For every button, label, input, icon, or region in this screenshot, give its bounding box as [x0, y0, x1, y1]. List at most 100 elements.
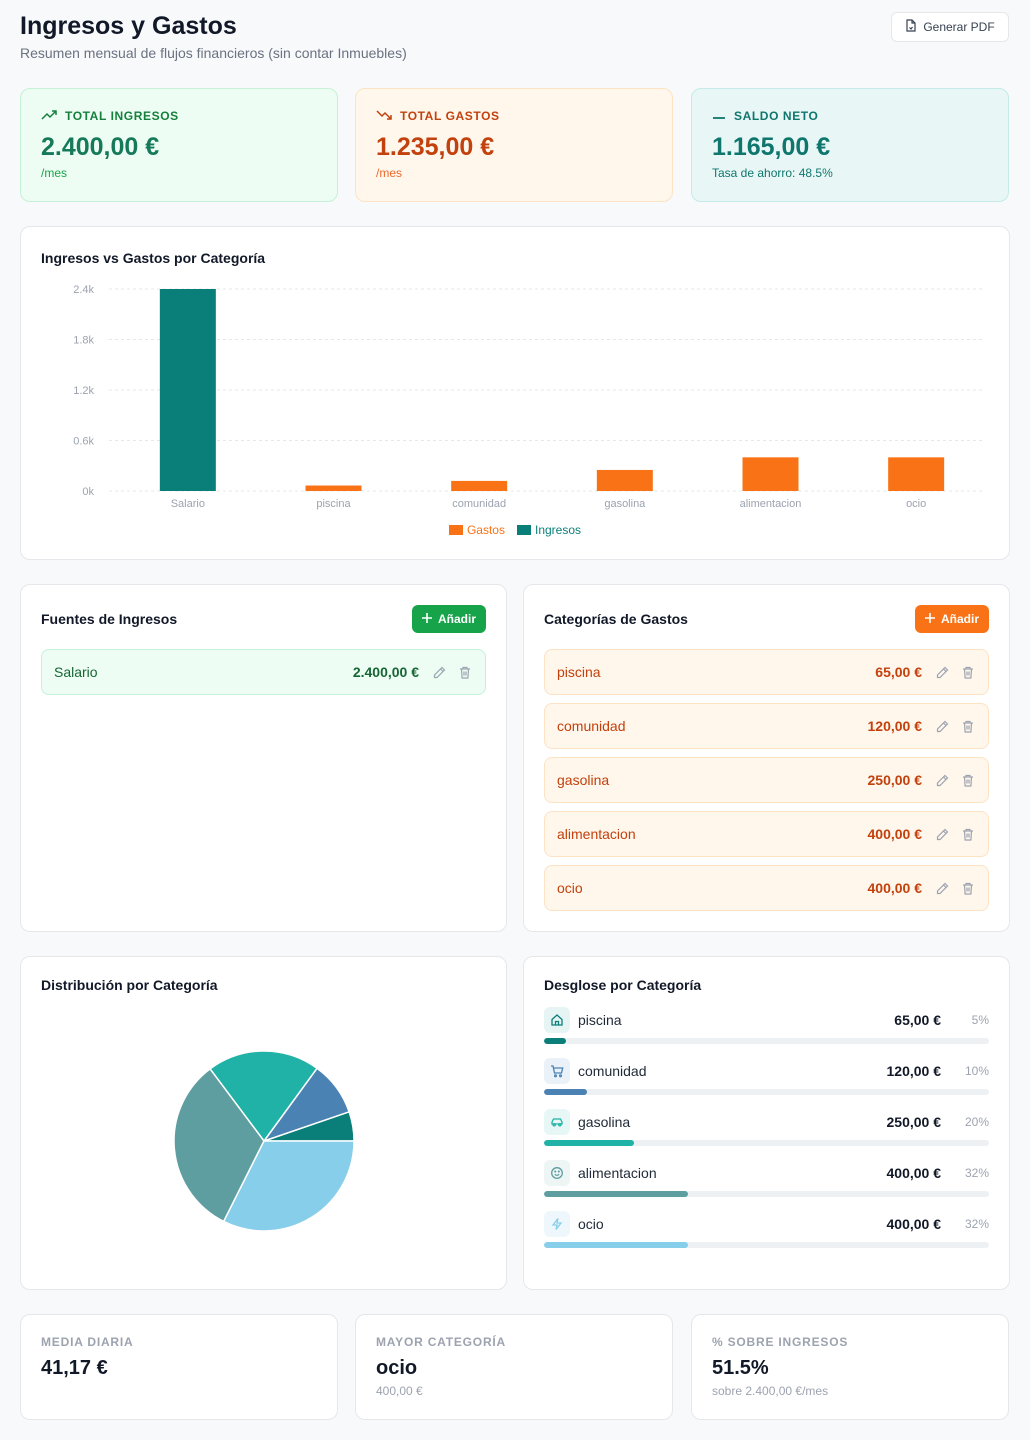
expense-list: piscina 65,00 € comunidad 120,00 € gasolina 2…: [544, 649, 989, 911]
breakdown-pct: 32%: [964, 1217, 989, 1231]
expense-amount: 65,00 €: [875, 664, 922, 680]
x-tick-label: ocio: [906, 498, 926, 510]
expense-amount: 400,00 €: [867, 880, 923, 896]
distribution-panel: Distribución por Categoría: [20, 956, 507, 1290]
breakdown-pct: 10%: [964, 1064, 989, 1078]
top-category-label: MAYOR CATEGORÍA: [376, 1335, 507, 1349]
file-pdf-icon: [905, 19, 917, 35]
total-income-sub: /mes: [41, 166, 68, 180]
smile-icon: [544, 1160, 570, 1186]
page-title: Ingresos y Gastos: [20, 12, 237, 40]
breakdown-progress-fill: [544, 1089, 588, 1095]
plus-icon: [924, 612, 935, 626]
top-category-card: MAYOR CATEGORÍA ocio 400,00 €: [355, 1314, 673, 1420]
pie-slice-ocio[interactable]: [222, 1140, 355, 1232]
trash-icon[interactable]: [960, 772, 976, 788]
chart-title: Ingresos vs Gastos por Categoría: [41, 250, 266, 266]
x-tick-label: alimentacion: [740, 498, 802, 510]
chart-legend: Gastos Ingresos: [21, 523, 1009, 537]
trash-icon[interactable]: [960, 880, 976, 896]
expense-amount: 250,00 €: [867, 772, 923, 788]
breakdown-progress-fill: [544, 1140, 634, 1146]
pct-income-value: 51.5%: [712, 1357, 769, 1379]
bar-gastos-comunidad: [451, 480, 508, 491]
breakdown-row: ocio 400,00 € 32%: [544, 1211, 989, 1248]
breakdown-amount: 250,00 €: [886, 1114, 942, 1130]
legend-item-ingresos[interactable]: Ingresos: [516, 523, 582, 537]
expense-name: alimentacion: [557, 826, 636, 842]
y-tick-label: 1.8k: [73, 335, 94, 347]
expense-row: ocio 400,00 €: [544, 865, 989, 911]
home-icon: [544, 1007, 570, 1033]
trash-icon[interactable]: [960, 718, 976, 734]
trash-icon[interactable]: [960, 664, 976, 680]
breakdown-progress-track: [544, 1140, 989, 1146]
edit-icon[interactable]: [934, 718, 950, 734]
top-category-sub: 400,00 €: [376, 1384, 423, 1398]
expense-row: piscina 65,00 €: [544, 649, 989, 695]
breakdown-title: Desglose por Categoría: [544, 977, 702, 993]
cart-icon: [544, 1058, 570, 1084]
bar-ingresos-Salario: [159, 289, 216, 491]
trash-icon[interactable]: [960, 826, 976, 842]
breakdown-pct: 32%: [964, 1166, 989, 1180]
edit-icon[interactable]: [934, 772, 950, 788]
breakdown-amount: 400,00 €: [886, 1165, 942, 1181]
expense-row: gasolina 250,00 €: [544, 757, 989, 803]
breakdown-amount: 65,00 €: [894, 1012, 941, 1028]
legend-label-ingresos: Ingresos: [534, 523, 582, 537]
daily-average-value: 41,17 €: [41, 1357, 108, 1379]
bar-gastos-gasolina: [596, 469, 653, 491]
expense-name: gasolina: [557, 772, 610, 788]
pct-income-sub: sobre 2.400,00 €/mes: [712, 1384, 829, 1398]
expense-amount: 120,00 €: [867, 718, 923, 734]
expense-amount: 400,00 €: [867, 826, 923, 842]
edit-icon[interactable]: [431, 664, 447, 680]
x-tick-label: comunidad: [452, 498, 506, 510]
y-tick-label: 2.4k: [73, 284, 94, 296]
breakdown-row: comunidad 120,00 € 10%: [544, 1058, 989, 1095]
edit-icon[interactable]: [934, 664, 950, 680]
add-income-button[interactable]: Añadir: [411, 605, 486, 633]
pie-slice-gasolina[interactable]: [209, 1050, 319, 1143]
breakdown-list: piscina 65,00 € 5% comunidad 120,00 € 10% gaso…: [544, 1007, 989, 1248]
add-expense-button[interactable]: Añadir: [914, 605, 989, 633]
expense-categories-panel: Categorías de Gastos Añadir piscina 65,00…: [523, 584, 1010, 932]
edit-icon[interactable]: [934, 880, 950, 896]
trash-icon[interactable]: [457, 664, 473, 680]
breakdown-pct: 20%: [964, 1115, 989, 1129]
trending-up-icon: [41, 109, 57, 123]
car-icon: [544, 1109, 570, 1135]
breakdown-row: piscina 65,00 € 5%: [544, 1007, 989, 1044]
x-tick-label: Salario: [171, 498, 205, 510]
breakdown-amount: 120,00 €: [886, 1063, 942, 1079]
bar-gastos-ocio: [888, 457, 945, 491]
plus-icon: [421, 612, 432, 626]
breakdown-progress-fill: [544, 1242, 689, 1248]
legend-item-gastos[interactable]: Gastos: [448, 523, 505, 537]
income-name: Salario: [54, 664, 98, 680]
pie-slice-alimentacion[interactable]: [173, 1067, 265, 1223]
total-income-card: TOTAL INGRESOS 2.400,00 € /mes: [20, 88, 338, 202]
breakdown-name: alimentacion: [578, 1165, 657, 1181]
breakdown-progress-track: [544, 1038, 989, 1044]
total-income-label: TOTAL INGRESOS: [65, 109, 179, 123]
breakdown-progress-fill: [544, 1191, 689, 1197]
breakdown-panel: Desglose por Categoría piscina 65,00 € 5% c…: [523, 956, 1010, 1290]
savings-rate: Tasa de ahorro: 48.5%: [712, 166, 833, 180]
net-balance-label: SALDO NETO: [734, 109, 819, 123]
expense-categories-title: Categorías de Gastos: [544, 611, 688, 627]
bar-gastos-piscina: [305, 485, 362, 491]
add-expense-label: Añadir: [940, 612, 979, 626]
daily-average-label: MEDIA DIARIA: [41, 1335, 134, 1349]
pct-income-label: % SOBRE INGRESOS: [712, 1335, 849, 1349]
generate-pdf-button[interactable]: Generar PDF: [891, 12, 1009, 42]
expense-row: alimentacion 400,00 €: [544, 811, 989, 857]
breakdown-progress-fill: [544, 1038, 567, 1044]
total-expense-value: 1.235,00 €: [376, 133, 495, 161]
edit-icon[interactable]: [934, 826, 950, 842]
breakdown-name: gasolina: [578, 1114, 631, 1130]
income-sources-title: Fuentes de Ingresos: [41, 611, 178, 627]
income-vs-expense-chart-panel: Ingresos vs Gastos por Categoría 0k 0.6k 1…: [20, 226, 1010, 560]
y-tick-label: 0k: [82, 486, 94, 498]
